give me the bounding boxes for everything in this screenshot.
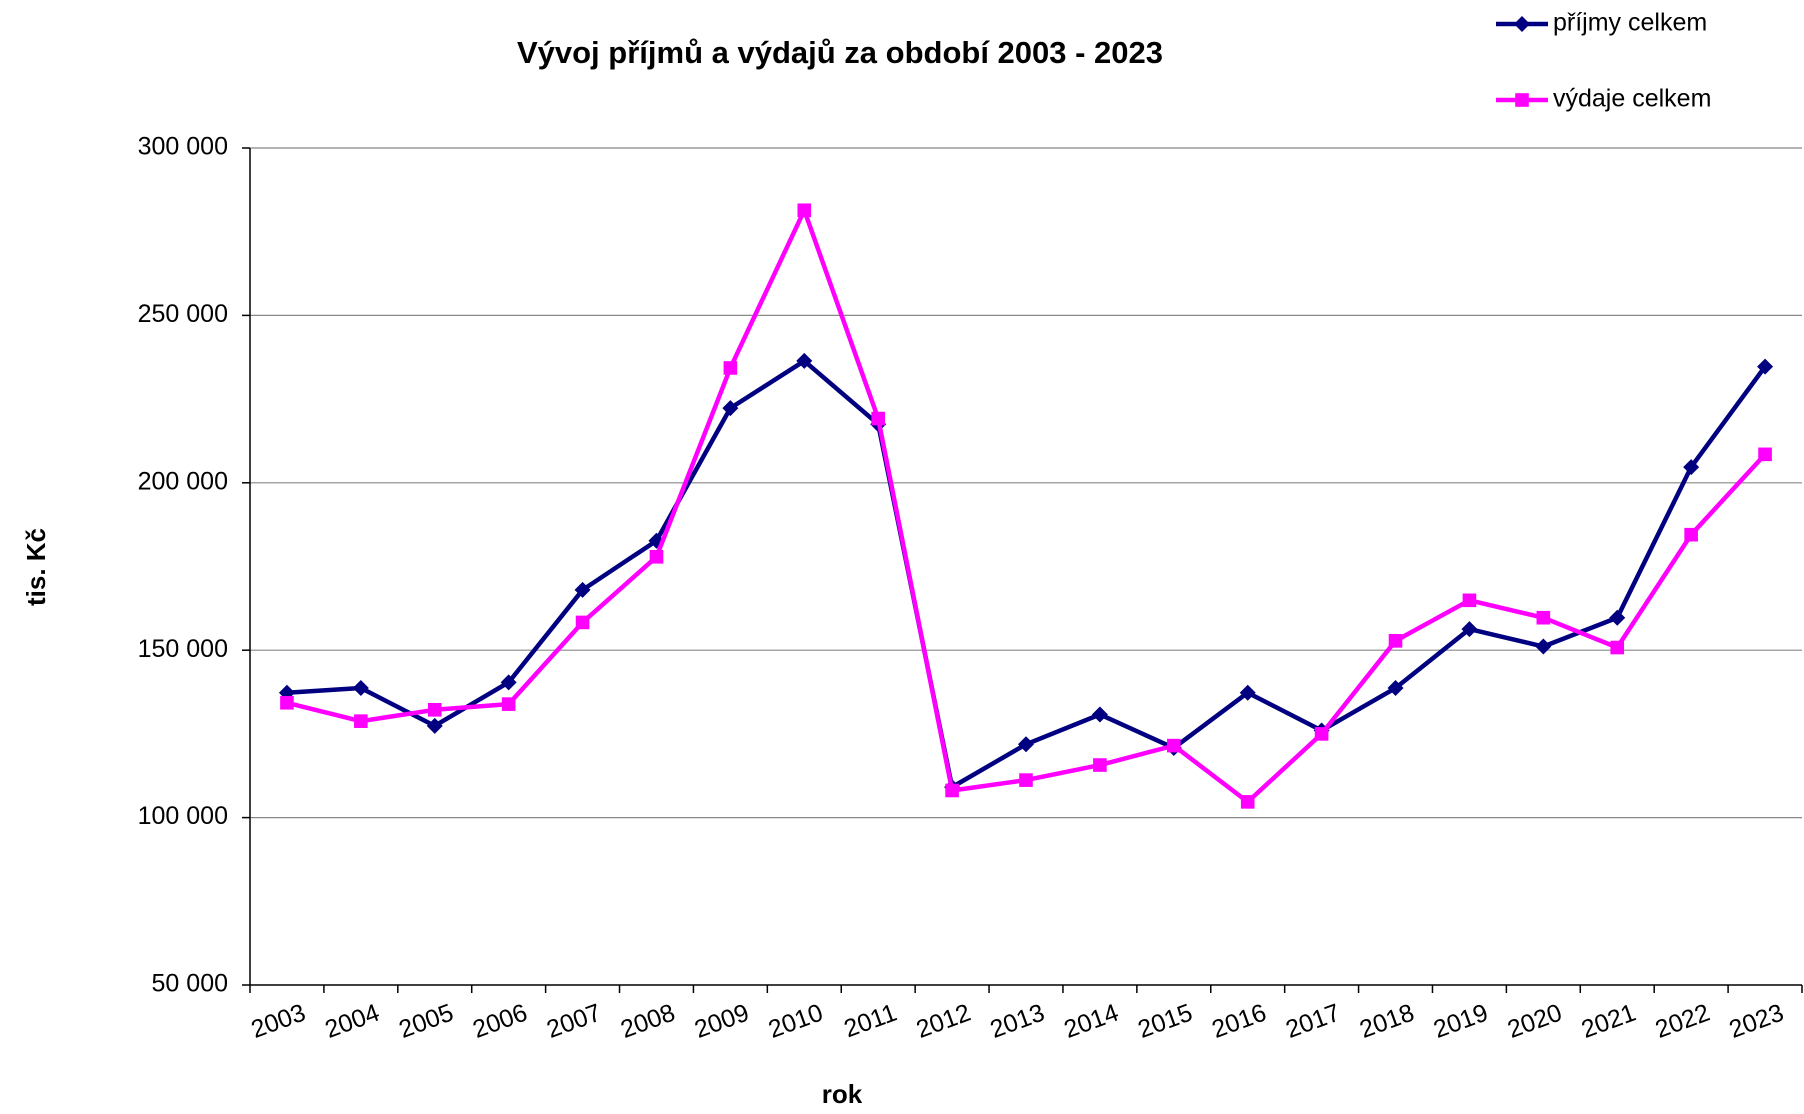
x-tick-label: 2005	[395, 999, 457, 1044]
data-point	[427, 702, 442, 717]
data-point	[1536, 610, 1551, 625]
x-tick-label: 2019	[1430, 999, 1492, 1044]
data-point	[1535, 638, 1552, 655]
x-tick-label: 2023	[1726, 999, 1788, 1044]
x-tick-label: 2014	[1060, 999, 1122, 1044]
data-point	[1239, 684, 1256, 701]
data-point	[1240, 795, 1255, 809]
series-line	[286, 358, 1767, 790]
data-point	[1461, 621, 1478, 638]
y-tick-label: 100 000	[138, 802, 228, 830]
data-point	[280, 695, 294, 710]
data-point	[1683, 459, 1700, 476]
data-point	[723, 361, 738, 375]
legend-label: příjmy celkem	[1553, 9, 1707, 37]
data-point	[500, 674, 517, 691]
data-point	[1609, 609, 1626, 626]
data-point	[796, 352, 813, 369]
data-point	[1757, 358, 1774, 375]
data-point	[871, 411, 885, 426]
legend-marker	[1515, 93, 1529, 107]
chart-title: Vývoj příjmů a výdajů za období 2003 - 2…	[517, 35, 1163, 70]
data-point	[501, 697, 516, 711]
x-tick-label: 2003	[247, 999, 309, 1044]
x-tick-label: 2022	[1652, 999, 1714, 1044]
x-tick-label: 2017	[1282, 999, 1344, 1044]
x-tick-label: 2015	[1134, 999, 1196, 1044]
y-axis-title: tis. Kč	[21, 528, 51, 606]
data-point	[354, 714, 368, 728]
x-tick-label: 2009	[691, 999, 753, 1044]
x-tick-label: 2020	[1504, 999, 1566, 1044]
data-point	[1167, 738, 1181, 753]
data-point	[945, 783, 959, 798]
data-point	[1314, 727, 1329, 741]
data-point	[1758, 447, 1772, 462]
x-tick-label: 2016	[1208, 999, 1270, 1044]
x-tick-label: 2012	[913, 999, 975, 1044]
y-tick-label: 50 000	[152, 970, 228, 998]
x-tick-label: 2010	[765, 999, 827, 1044]
legend-label: výdaje celkem	[1553, 85, 1711, 113]
data-point	[575, 615, 590, 630]
data-point	[574, 581, 591, 598]
y-tick-label: 200 000	[138, 467, 228, 495]
x-tick-label: 2006	[469, 999, 531, 1044]
data-point	[426, 717, 443, 734]
data-point	[1684, 527, 1698, 542]
y-tick-label: 300 000	[138, 133, 228, 161]
x-tick-label: 2007	[543, 999, 605, 1044]
data-point	[1019, 773, 1033, 787]
data-point	[352, 680, 369, 697]
data-point	[797, 203, 812, 218]
data-point	[1388, 634, 1403, 648]
data-point	[1093, 758, 1107, 772]
y-tick-label: 150 000	[138, 635, 228, 663]
data-point	[649, 549, 664, 564]
y-tick-label: 250 000	[138, 300, 228, 328]
x-tick-label: 2021	[1578, 999, 1640, 1044]
x-tick-label: 2004	[321, 999, 383, 1044]
x-tick-label: 2018	[1356, 999, 1418, 1044]
legend-marker	[1514, 16, 1530, 32]
data-point	[1610, 640, 1625, 655]
data-point	[1091, 706, 1108, 723]
series-line	[286, 208, 1767, 805]
data-point	[1462, 593, 1477, 608]
x-tick-label: 2011	[840, 999, 900, 1044]
data-point	[722, 400, 739, 417]
data-point	[1387, 680, 1404, 697]
x-axis-title: rok	[822, 1079, 863, 1109]
x-tick-label: 2013	[986, 999, 1048, 1044]
data-point	[1018, 736, 1034, 753]
x-tick-label: 2008	[617, 999, 679, 1044]
